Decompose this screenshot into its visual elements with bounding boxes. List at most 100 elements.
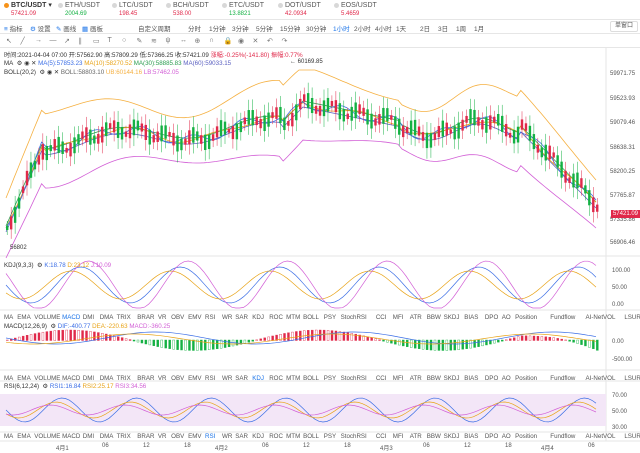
- redo-icon[interactable]: ↷: [281, 38, 288, 45]
- kdj-settings-icon[interactable]: ⚙: [37, 262, 43, 269]
- indicator-tab-stochrsi[interactable]: StochRSI: [340, 314, 367, 321]
- fib-icon[interactable]: ≋: [151, 38, 157, 45]
- indicator-tab-psy[interactable]: PSY: [323, 375, 337, 382]
- indicator-tab-sar[interactable]: SAR: [235, 375, 249, 382]
- trash-icon[interactable]: ✕: [252, 38, 259, 45]
- text-icon[interactable]: T: [107, 37, 112, 44]
- indicator-tab-obv[interactable]: OBV: [171, 314, 185, 321]
- indicator-tab-dma[interactable]: DMA: [99, 433, 114, 440]
- indicator-tab-obv[interactable]: OBV: [171, 375, 185, 382]
- indicator-tab-cci[interactable]: CCI: [375, 375, 387, 382]
- indicator-tab-trix[interactable]: TRIX: [116, 314, 131, 321]
- indicator-tab-vr[interactable]: VR: [157, 314, 167, 321]
- toolbar-item-0[interactable]: ≡ 指标: [4, 23, 23, 33]
- toolbar-item-8[interactable]: 5分钟: [256, 23, 273, 33]
- indicator-tab-vr[interactable]: VR: [157, 433, 167, 440]
- zoom-icon[interactable]: ⊕: [194, 38, 201, 45]
- indicator-tab-roc[interactable]: ROC: [269, 314, 283, 321]
- toolbar-item-2[interactable]: ✎ 画线: [56, 23, 76, 33]
- indicator-tab-wr[interactable]: WR: [222, 375, 233, 382]
- indicator-tab-dmi[interactable]: DMI: [82, 375, 95, 382]
- indicator-tab-ao[interactable]: AO: [501, 375, 511, 382]
- indicator-tab-cci[interactable]: CCI: [375, 314, 387, 321]
- boll-hide-icon[interactable]: ◉: [46, 69, 53, 76]
- indicator-tab-kdj[interactable]: KDJ: [252, 375, 264, 382]
- indicator-tab-mfi[interactable]: MFI: [392, 375, 404, 382]
- indicator-tab-emv[interactable]: EMV: [188, 433, 202, 440]
- rect-icon[interactable]: ▭: [93, 38, 100, 45]
- indicator-tab-mtm[interactable]: MTM: [286, 375, 301, 382]
- indicator-tab-trix[interactable]: TRIX: [116, 433, 131, 440]
- indicator-tab-ema[interactable]: EMA: [17, 375, 31, 382]
- indicator-tab-emv[interactable]: EMV: [188, 314, 202, 321]
- rsi-settings-icon[interactable]: ⚙: [42, 383, 49, 390]
- ticker-6[interactable]: EOS/USDT 5.4659: [334, 2, 377, 18]
- circle-icon[interactable]: ○: [122, 37, 127, 44]
- toolbar-item-3[interactable]: ▦ 画板: [82, 23, 103, 33]
- toolbar-item-10[interactable]: 30分钟: [306, 23, 326, 33]
- indicator-tab-boll[interactable]: BOLL: [303, 314, 319, 321]
- indicator-tab-lsur[interactable]: LSUR: [624, 375, 640, 382]
- indicator-tab-mfi[interactable]: MFI: [392, 433, 404, 440]
- indicator-tab-stochrsi[interactable]: StochRSI: [340, 375, 367, 382]
- ticker-5[interactable]: DOT/USDT 42.0934: [278, 2, 321, 18]
- indicator-tab-brar[interactable]: BRAR: [137, 375, 155, 382]
- toolbar-item-5[interactable]: 分时: [188, 23, 201, 33]
- indicator-tab-boll[interactable]: BOLL: [303, 433, 319, 440]
- toolbar-item-16[interactable]: 3日: [438, 23, 448, 33]
- indicator-tab-dpo[interactable]: DPO: [484, 433, 499, 440]
- indicator-tab-rsi[interactable]: RSI: [205, 433, 216, 440]
- indicator-tab-obv[interactable]: OBV: [171, 433, 185, 440]
- indicator-tab-ai-netvol[interactable]: AI-NetVOL: [585, 314, 616, 321]
- indicator-tab-boll[interactable]: BOLL: [303, 375, 319, 382]
- indicator-tab-bbw[interactable]: BBW: [426, 314, 441, 321]
- indicator-tab-atr[interactable]: ATR: [409, 375, 422, 382]
- indicator-tab-macd[interactable]: MACD: [62, 375, 81, 382]
- toolbar-item-14[interactable]: 1天: [396, 23, 406, 33]
- indicator-tab-skdj[interactable]: SKDJ: [443, 375, 460, 382]
- indicator-tab-atr[interactable]: ATR: [409, 314, 422, 321]
- boll-settings-icon[interactable]: ⚙: [39, 69, 46, 76]
- indicator-tab-volume[interactable]: VOLUME: [34, 314, 61, 321]
- indicator-tab-roc[interactable]: ROC: [269, 375, 283, 382]
- indicator-tab-position[interactable]: Position: [515, 375, 538, 382]
- chevron-down-icon[interactable]: ▾: [46, 2, 52, 9]
- toolbar-item-7[interactable]: 3分钟: [232, 23, 249, 33]
- indicator-tab-rsi[interactable]: RSI: [205, 314, 216, 321]
- indicator-tab-dma[interactable]: DMA: [99, 314, 114, 321]
- indicator-tab-bias[interactable]: BIAS: [464, 433, 479, 440]
- ma-hide-icon[interactable]: ◉: [24, 60, 30, 67]
- measure-icon[interactable]: ↔: [180, 37, 187, 44]
- ticker-2[interactable]: LTC/USDT 198.45: [112, 2, 153, 18]
- ma-close-icon[interactable]: ✕: [31, 60, 37, 67]
- toolbar-item-15[interactable]: 2日: [420, 23, 430, 33]
- ticker-0[interactable]: BTC/USDT ▾ 57421.09: [4, 2, 52, 18]
- chart-canvas[interactable]: [0, 48, 640, 453]
- indicator-tab-rsi[interactable]: RSI: [205, 375, 216, 382]
- indicator-tab-bias[interactable]: BIAS: [464, 314, 479, 321]
- indicator-tab-ma[interactable]: MA: [4, 314, 14, 321]
- ticker-1[interactable]: ETH/USDT 2004.69: [58, 2, 100, 18]
- indicator-tab-skdj[interactable]: SKDJ: [443, 433, 460, 440]
- indicator-tab-macd[interactable]: MACD: [62, 433, 81, 440]
- indicator-tab-sar[interactable]: SAR: [235, 314, 249, 321]
- ray-icon[interactable]: →: [35, 37, 42, 44]
- indicator-tab-dma[interactable]: DMA: [99, 375, 114, 382]
- indicator-tab-kdj[interactable]: KDJ: [252, 433, 264, 440]
- indicator-tab-fundflow[interactable]: Fundflow: [550, 314, 576, 321]
- indicator-tab-skdj[interactable]: SKDJ: [443, 314, 460, 321]
- line-icon[interactable]: ╱: [20, 38, 25, 45]
- indicator-tab-position[interactable]: Position: [515, 314, 538, 321]
- indicator-tab-volume[interactable]: VOLUME: [34, 433, 61, 440]
- indicator-tab-brar[interactable]: BRAR: [137, 314, 155, 321]
- ticker-3[interactable]: BCH/USDT 538.00: [166, 2, 209, 18]
- indicator-tab-bbw[interactable]: BBW: [426, 375, 441, 382]
- indicator-tab-trix[interactable]: TRIX: [116, 375, 131, 382]
- arrow-icon[interactable]: ↗: [64, 38, 70, 45]
- indicator-tab-mfi[interactable]: MFI: [392, 314, 404, 321]
- window-mode-select[interactable]: 单窗口: [610, 21, 638, 32]
- indicator-tab-mtm[interactable]: MTM: [286, 433, 301, 440]
- indicator-tab-ma[interactable]: MA: [4, 433, 14, 440]
- indicator-tab-bias[interactable]: BIAS: [464, 375, 479, 382]
- ma-settings-icon[interactable]: ⚙: [16, 60, 23, 67]
